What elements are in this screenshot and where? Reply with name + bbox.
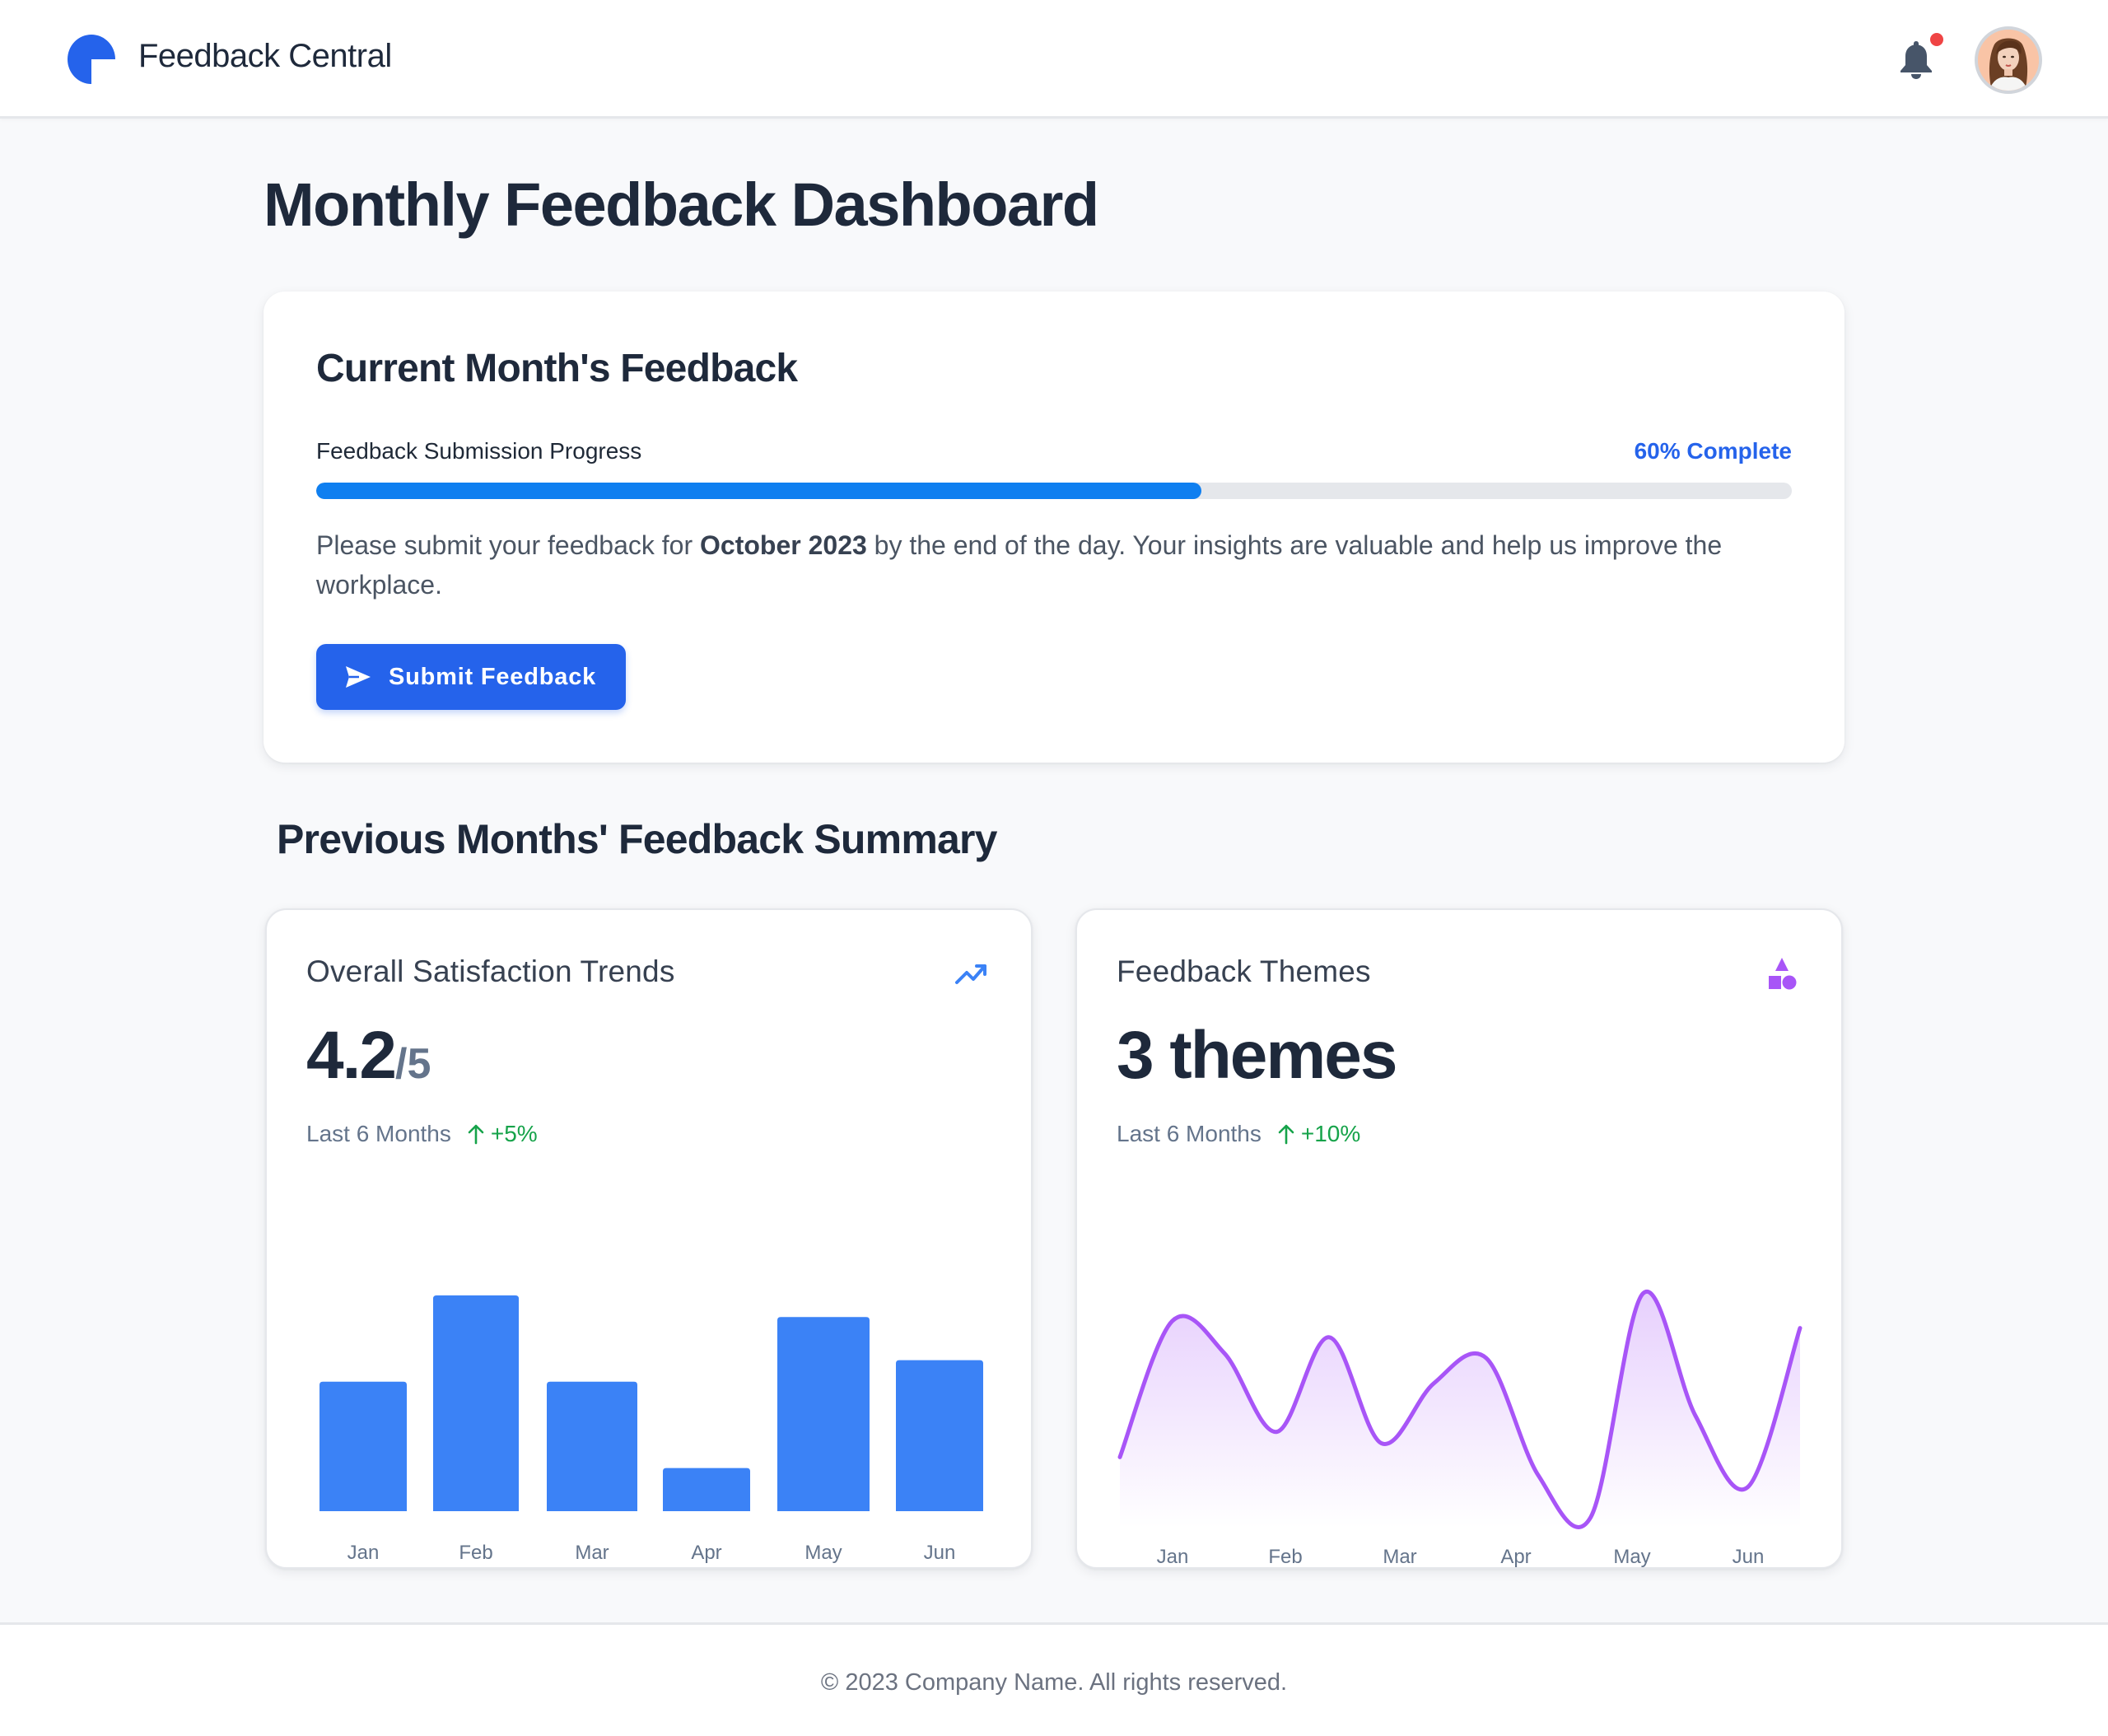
- brand-name[interactable]: Feedback Central: [138, 38, 392, 74]
- change-value: +10%: [1300, 1121, 1361, 1146]
- progress-label: Feedback Submission Progress: [316, 438, 642, 464]
- bar-feb[interactable]: [433, 1295, 519, 1511]
- submit-feedback-button[interactable]: Submit Feedback: [316, 644, 626, 710]
- copyright-text: © 2023 Company Name. All rights reserved…: [820, 1669, 1288, 1696]
- stat-meta: Last 6 Months +5%: [306, 1121, 538, 1147]
- page-title: Monthly Feedback Dashboard: [264, 170, 1099, 239]
- x-axis-label: Jun: [924, 1542, 956, 1564]
- arrow-up-icon: [468, 1124, 484, 1145]
- message-text: by the end of the day. Your insights are…: [316, 530, 1723, 600]
- satisfaction-trends-card: Overall Satisfaction Trends 4.2/5 Last 6…: [265, 908, 1033, 1569]
- change-indicator: +10%: [1278, 1121, 1360, 1147]
- x-axis-label: Jan: [347, 1542, 380, 1564]
- period-label: Last 6 Months: [306, 1121, 451, 1146]
- bar-may[interactable]: [777, 1317, 870, 1511]
- satisfaction-bar-chart: Jan Feb Mar Apr May Jun: [319, 1295, 983, 1564]
- feedback-reminder-message: Please submit your feedback for October …: [316, 525, 1798, 604]
- x-axis-label: Mar: [575, 1542, 609, 1564]
- progress-percent-text: 60% Complete: [1634, 438, 1792, 464]
- progress-bar: [316, 483, 1792, 499]
- x-axis-label: Jan: [1157, 1546, 1189, 1568]
- themes-area-chart: Jan Feb Mar Apr May Jun: [1117, 1289, 1803, 1568]
- card-title: Feedback Themes: [1117, 954, 1371, 988]
- shapes-icon: [1769, 958, 1797, 990]
- x-axis-label: Feb: [1268, 1546, 1302, 1568]
- section-title: Previous Months' Feedback Summary: [277, 816, 997, 862]
- x-axis-label: Mar: [1383, 1546, 1416, 1568]
- change-indicator: +5%: [468, 1121, 538, 1147]
- x-axis-label: Jun: [1733, 1546, 1765, 1568]
- progress-bar-fill: [316, 483, 1202, 499]
- themes-count: 3 themes: [1117, 1018, 1398, 1093]
- message-month-highlight: October 2023: [700, 530, 867, 560]
- card-title: Overall Satisfaction Trends: [306, 954, 675, 988]
- x-axis-label: Apr: [1500, 1546, 1531, 1568]
- current-month-card: Current Month's Feedback Feedback Submis…: [264, 292, 1844, 763]
- notification-badge: [1930, 33, 1943, 46]
- footer: © 2023 Company Name. All rights reserved…: [0, 1622, 2108, 1736]
- trend-line: [1117, 1289, 1803, 1529]
- trending-up-icon: [955, 964, 986, 984]
- score-denominator: /5: [395, 1040, 431, 1088]
- bar-mar[interactable]: [547, 1381, 637, 1511]
- bar-jun[interactable]: [896, 1360, 983, 1511]
- feedback-themes-card: Feedback Themes 3 themes Last 6 Months +…: [1075, 908, 1843, 1569]
- change-value: +5%: [490, 1121, 538, 1146]
- submit-feedback-label: Submit Feedback: [388, 663, 597, 690]
- area-fill: [1120, 1291, 1800, 1528]
- send-icon: [345, 666, 371, 688]
- bell-icon[interactable]: [1899, 40, 1933, 79]
- score-value: 4.2: [306, 1018, 397, 1093]
- x-axis-label: May: [804, 1542, 842, 1564]
- x-axis-label: Apr: [691, 1542, 721, 1564]
- period-label: Last 6 Months: [1117, 1121, 1262, 1146]
- avatar-portrait-icon: [1978, 30, 2039, 91]
- satisfaction-score: 4.2/5: [306, 1017, 431, 1094]
- bar-jan[interactable]: [319, 1381, 407, 1511]
- pie-logo-icon[interactable]: [68, 35, 115, 84]
- x-axis-label: Feb: [459, 1542, 492, 1564]
- message-text: Please submit your feedback for: [316, 530, 701, 560]
- user-avatar[interactable]: [1975, 26, 2042, 94]
- arrow-up-icon: [1278, 1124, 1294, 1145]
- bar-apr[interactable]: [663, 1468, 750, 1511]
- stat-meta: Last 6 Months +10%: [1117, 1121, 1360, 1147]
- top-navbar: Feedback Central: [0, 0, 2108, 119]
- x-axis-label: May: [1613, 1546, 1650, 1568]
- card-title: Current Month's Feedback: [316, 347, 798, 390]
